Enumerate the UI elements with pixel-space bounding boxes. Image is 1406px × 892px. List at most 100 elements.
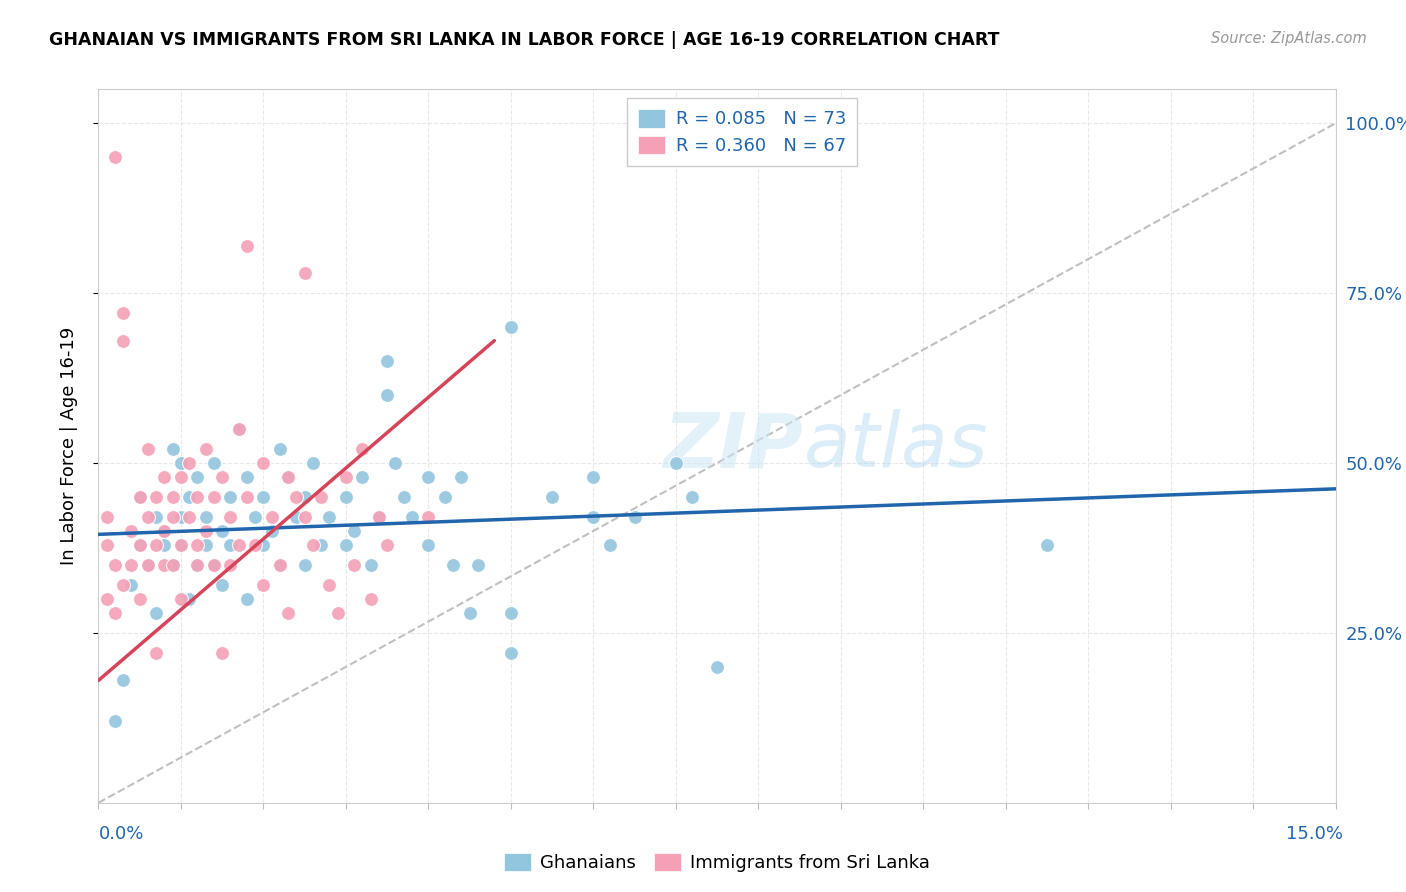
Text: GHANAIAN VS IMMIGRANTS FROM SRI LANKA IN LABOR FORCE | AGE 16-19 CORRELATION CHA: GHANAIAN VS IMMIGRANTS FROM SRI LANKA IN… [49,31,1000,49]
Point [120,524,142,538]
Point [467,558,489,572]
Point [136,510,159,524]
Point [582,469,605,483]
Point [236,238,259,252]
Point [104,714,127,729]
Point [418,510,440,524]
Point [96,537,118,551]
Point [128,490,150,504]
Point [145,537,167,551]
Point [326,606,349,620]
Point [145,490,167,504]
Point [418,537,440,551]
Point [302,537,325,551]
Point [252,578,274,592]
Point [269,558,291,572]
Point [96,591,118,606]
Point [211,646,233,660]
Point [269,558,291,572]
Point [170,537,193,551]
Point [418,469,440,483]
Point [104,606,127,620]
Point [401,510,423,524]
Point [1036,537,1059,551]
Point [352,469,374,483]
Point [194,510,217,524]
Point [228,422,250,436]
Point [128,537,150,551]
Point [170,510,193,524]
Point [309,490,332,504]
Point [179,456,201,470]
Point [499,646,522,660]
Point [186,558,208,572]
Point [294,510,316,524]
Point [243,537,266,551]
Point [236,490,259,504]
Point [153,524,176,538]
Point [162,510,184,524]
Point [202,456,225,470]
Point [252,537,274,551]
Point [170,537,193,551]
Point [96,510,118,524]
Point [179,490,201,504]
Point [360,558,382,572]
Point [153,524,176,538]
Point [309,537,332,551]
Point [294,558,316,572]
Point [186,469,208,483]
Point [252,456,274,470]
Point [136,442,159,457]
Point [162,442,184,457]
Text: atlas: atlas [804,409,988,483]
Point [202,490,225,504]
Point [499,320,522,334]
Point [236,591,259,606]
Point [458,606,481,620]
Point [219,510,242,524]
Point [277,469,299,483]
Point [582,510,605,524]
Text: ZIP: ZIP [664,409,804,483]
Point [136,558,159,572]
Point [145,510,167,524]
Point [219,490,242,504]
Point [128,537,150,551]
Point [260,524,283,538]
Point [153,469,176,483]
Point [120,578,142,592]
Point [236,469,259,483]
Point [186,490,208,504]
Point [136,558,159,572]
Point [302,456,325,470]
Point [162,490,184,504]
Point [599,537,621,551]
Point [441,558,464,572]
Point [343,524,366,538]
Point [541,490,564,504]
Point [170,591,193,606]
Point [318,510,340,524]
Point [186,558,208,572]
Point [211,469,233,483]
Point [219,558,242,572]
Point [153,558,176,572]
Y-axis label: In Labor Force | Age 16-19: In Labor Force | Age 16-19 [59,326,77,566]
Point [179,591,201,606]
Point [162,558,184,572]
Point [228,422,250,436]
Point [170,456,193,470]
Point [211,524,233,538]
Point [194,524,217,538]
Point [228,537,250,551]
Point [623,510,645,524]
Point [285,510,308,524]
Point [450,469,472,483]
Point [112,673,135,688]
Point [186,537,208,551]
Point [367,510,389,524]
Point [219,537,242,551]
Point [112,306,135,320]
Point [112,578,135,592]
